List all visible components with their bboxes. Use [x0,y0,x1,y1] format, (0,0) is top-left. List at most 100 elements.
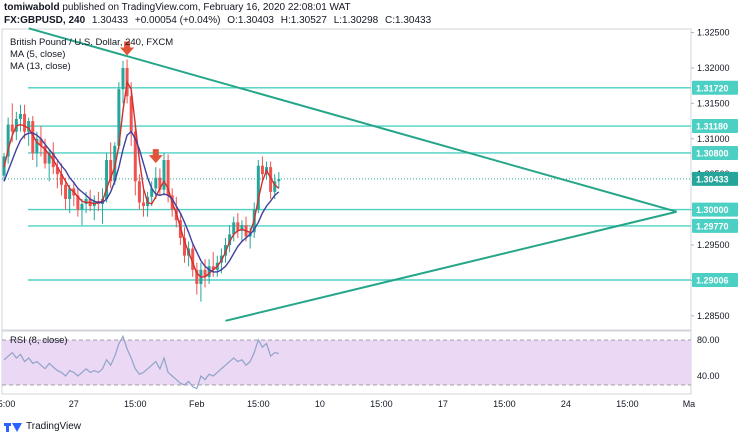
ohlc-change-pct: +0.00054 (+0.04%) [134,15,221,26]
level-badge-bg [692,80,738,95]
candle-body [162,160,166,190]
level-badge-bg [692,272,738,287]
candle-body [256,165,260,210]
candle-body [76,195,80,210]
candle-body [236,222,240,231]
candle-body [43,145,47,164]
candle-body [207,266,211,277]
candle-body [191,248,195,270]
candle-body [141,202,145,207]
candle-body [117,89,121,146]
legend-ma5: MA (5, close) [10,49,65,60]
time-tick-label: 15:00 [0,399,15,409]
rsi-tick-label: 40.00 [697,371,720,381]
candle-body [166,160,170,196]
published-text: published on TradingView.com, February 1… [59,2,351,13]
candle-body [27,121,31,132]
candle-body [154,177,158,189]
candle-body [84,198,88,204]
level-badge-bg [692,218,738,233]
candle-body [64,184,68,199]
footer-brand[interactable]: TradingView [26,420,82,432]
time-tick-label: 27 [69,399,79,409]
candle-body [273,181,277,192]
candle-body [150,188,154,197]
candle-body [240,225,244,231]
price-tick-label: 1.28500 [697,311,730,321]
last-price-badge: 1.30433 [696,174,729,184]
candle-body [18,113,22,119]
candle-body [80,203,84,210]
time-tick-label: Feb [189,399,205,409]
price-tick-label: 1.31000 [697,134,730,144]
candle-body [232,222,236,235]
symbol-info: FX:GBPUSD, 240 1.30433 +0.00054 (+0.04%)… [4,15,435,26]
rsi-line [3,334,279,390]
legend-ma13: MA (13, close) [10,61,71,72]
candle-body [137,181,141,203]
rsi-tick-label: 80.00 [697,335,720,345]
publisher-name[interactable]: tomiwabold [4,2,60,13]
ma5-line [3,80,280,278]
trendline [225,210,677,322]
candle-body [269,167,273,192]
level-badge: 1.31720 [696,83,729,93]
level-badge-bg [692,202,738,217]
level-badge: 1.29770 [696,221,729,231]
tradingview-logo-icon[interactable] [4,421,22,432]
candle-body [6,124,10,157]
ohlc-low: L:1.30298 [333,15,379,26]
candle-body [10,124,14,132]
candle-body [109,160,113,182]
candle-body [158,177,162,190]
time-tick-label: 15:00 [247,399,270,409]
down-arrow-icon [120,41,135,56]
candle-body [59,174,63,185]
candle-body [105,160,109,199]
time-tick-label: Ma [683,399,696,409]
candle-body [68,188,72,199]
candle-body [228,234,232,246]
candle-body [183,237,187,256]
time-tick-label: 15:00 [370,399,393,409]
candle-body [211,266,215,270]
level-badge: 1.29006 [696,275,729,285]
price-tick-label: 1.31500 [697,98,730,108]
rsi-band [2,340,691,385]
level-badge: 1.31180 [696,122,728,132]
trendline [28,27,677,213]
price-tick-label: 1.32000 [697,63,730,73]
legend-instrument: British Pound / U.S. Dollar, 240, FXCM [10,37,173,48]
price-tick-label: 1.29500 [697,240,730,250]
level-badge-bg [692,145,738,160]
footer: TradingView [4,418,81,434]
time-tick-label: 15:00 [616,399,639,409]
candle-body [23,113,27,132]
down-arrow-icon [148,149,163,164]
candle-body [121,67,125,90]
symbol-label: FX:GBPUSD, 240 [4,15,86,26]
candle-body [35,138,39,153]
level-badge: 1.30000 [696,205,729,215]
candle-body [277,179,281,182]
candle-body [129,96,133,132]
time-tick-label: 17 [438,399,448,409]
candle-body [133,131,137,182]
legend-rsi: RSI (8, close) [10,335,68,346]
last-price-badge-bg [692,171,738,186]
price-tick-label: 1.32500 [697,28,730,38]
time-tick-label: 10 [315,399,325,409]
time-tick-label: 15:00 [124,399,147,409]
ohlc-close: C:1.30433 [384,15,432,26]
candle-body [47,152,51,164]
ohlc-high: H:1.30527 [280,15,327,26]
level-badge-bg [692,119,738,134]
time-tick-label: 15:00 [493,399,516,409]
candle-body [55,167,59,175]
candle-body [195,269,199,284]
candle-body [31,121,35,153]
candle-body [39,138,43,146]
candle-body [203,269,207,277]
ma13-line [3,130,280,273]
